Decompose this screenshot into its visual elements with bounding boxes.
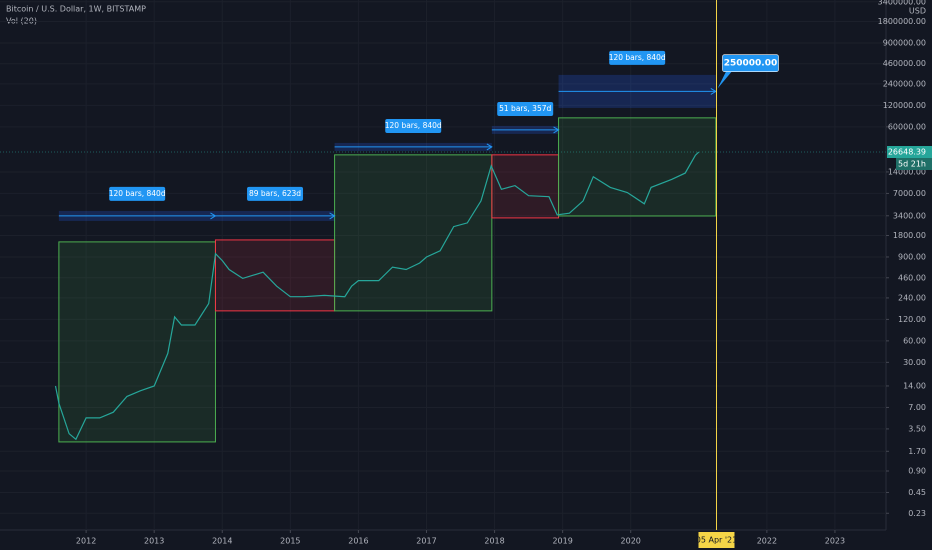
measure-arrowhead [710,87,717,95]
measure-arrowhead [553,126,560,134]
range-zone [58,241,216,443]
x-tick-label: 2012 [76,537,96,546]
y-tick-label: 460.00 [898,273,926,282]
x-tick-label: 2015 [280,537,300,546]
measure-label-box [109,186,166,201]
y-tick-label: 0.90 [908,466,926,475]
chart-title: Bitcoin / U.S. Dollar, 1W, BITSTAMP [6,5,146,14]
measure-label-box [497,101,554,116]
measure-label-box [609,50,666,65]
target-box [722,54,779,72]
range-zone [334,154,493,312]
x-tick-label: 2016 [348,537,368,546]
y-tick-label: 1800000.00 [878,17,926,26]
y-tick-label: 30.00 [903,358,926,367]
last-price-box [887,145,932,158]
y-tick-label: 900.00 [898,252,926,261]
crosshair-date: 05 Apr '21 [696,536,737,545]
measure-label-box [247,186,304,201]
y-tick-label: 3400.00 [893,211,926,220]
y-tick-label: 1.70 [908,447,926,456]
y-tick-label: 240000.00 [883,79,926,88]
measure-label: 120 bars, 840d [109,189,166,198]
price-line [54,151,700,441]
y-tick-label: 3400000.00 [878,0,926,6]
x-tick-label: 2018 [484,537,504,546]
measure-label: 89 bars, 623d [249,189,301,198]
countdown-label: 5d 21h [898,159,926,168]
y-tick-label: 14.00 [903,381,926,390]
y-tick-label: 460000.00 [883,59,926,68]
x-tick-label: 2013 [144,537,164,546]
range-zone [491,154,560,219]
y-tick-label: 120.00 [898,315,926,324]
y-tick-label: 14000.00 [888,167,926,176]
measure-label: 120 bars, 840d [609,53,666,62]
measure-arrowhead [486,143,493,151]
measure-label-box [385,118,442,133]
range-zone [214,239,336,312]
currency-label: USD [909,7,926,16]
measure-label: 120 bars, 840d [385,121,442,130]
y-tick-label: 1800.00 [893,231,926,240]
measure-label: 51 bars, 357d [499,104,551,113]
y-tick-label: 240.00 [898,293,926,302]
x-tick-label: 2023 [825,537,845,546]
y-tick-label: 60.00 [903,336,926,345]
target-pointer [717,70,733,89]
y-tick-label: 120000.00 [883,101,926,110]
x-tick-label: 2020 [621,537,641,546]
y-tick-label: 60000.00 [888,122,926,131]
y-tick-label: 900000.00 [883,38,926,47]
x-tick-label: 2017 [416,537,436,546]
crosshair-date-box [698,532,735,548]
last-price-label: 26648.39 [888,147,926,156]
target-label: 250000.00 [724,59,778,69]
x-tick-label: 2014 [212,537,232,546]
x-tick-label: 2019 [552,537,572,546]
y-tick-label: 0.45 [908,488,926,497]
measure-arrowhead [329,212,336,220]
y-tick-label: 7.00 [908,403,926,412]
countdown-box [896,157,932,170]
y-tick-label: 3.50 [908,424,926,433]
y-tick-label: 0.23 [908,509,926,518]
y-tick-label: 7000.00 [893,189,926,198]
measure-arrowhead [210,212,217,220]
x-tick-label: 2022 [757,537,777,546]
